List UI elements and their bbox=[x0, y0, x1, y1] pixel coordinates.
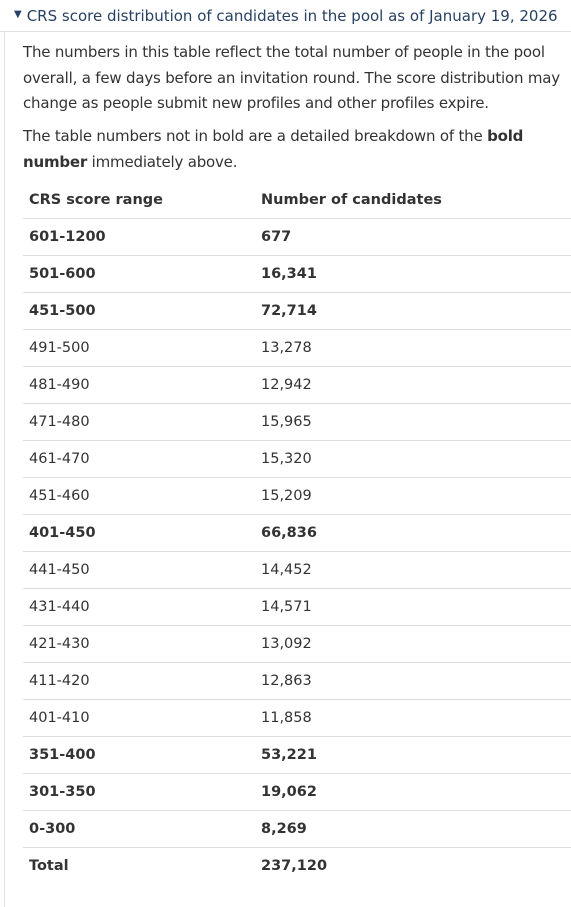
breakdown-note-bold: bold number bbox=[23, 127, 524, 171]
crs-distribution-table: CRS score range Number of candidates 601… bbox=[23, 182, 571, 884]
score-range-cell: 451-460 bbox=[23, 477, 255, 515]
column-header-candidates: Number of candidates bbox=[255, 182, 571, 219]
candidate-count-cell: 237,120 bbox=[261, 858, 328, 874]
score-range-cell: 481-490 bbox=[23, 366, 255, 404]
table-row: 441-450 14,452 bbox=[23, 551, 571, 589]
table-row: Total 237,120 bbox=[23, 848, 571, 885]
table-row: 0-300 8,269 bbox=[23, 810, 571, 848]
intro-paragraph: The numbers in this table reflect the to… bbox=[23, 43, 560, 112]
table-row: 471-480 15,965 bbox=[23, 403, 571, 441]
candidate-count-cell: 15,209 bbox=[255, 477, 571, 515]
details-panel: The numbers in this table reflect the to… bbox=[4, 32, 571, 907]
candidate-count-cell: 14,571 bbox=[255, 588, 571, 626]
breakdown-note-text: The table numbers not in bold are a deta… bbox=[23, 127, 488, 145]
score-range-cell: 601-1200 bbox=[23, 218, 255, 256]
candidate-count-cell: 72,714 bbox=[255, 292, 571, 330]
candidate-count-cell: 66,836 bbox=[255, 514, 571, 552]
candidate-count-cell: 19,062 bbox=[255, 773, 571, 811]
candidate-count-cell: 12,863 bbox=[255, 662, 571, 700]
table-row: 351-400 53,221 bbox=[23, 736, 571, 774]
candidate-count-cell: 15,965 bbox=[255, 403, 571, 441]
triangle-down-icon: ▼ bbox=[14, 9, 22, 20]
breakdown-note: The table numbers not in bold are a deta… bbox=[23, 124, 568, 175]
score-range-cell: 301-350 bbox=[23, 773, 255, 811]
table-row: 461-470 15,320 bbox=[23, 440, 571, 478]
score-range-cell: 461-470 bbox=[23, 440, 255, 478]
table-row: 301-350 19,062 bbox=[23, 773, 571, 811]
details-summary-text: CRS score distribution of candidates in … bbox=[26, 6, 558, 25]
table-row: 491-500 13,278 bbox=[23, 329, 571, 367]
table-body: 601-1200 677 501-600 16,341 451-500 72,714 491… bbox=[23, 218, 571, 885]
table-row: 451-460 15,209 bbox=[23, 477, 571, 515]
candidate-count-cell: 11,858 bbox=[255, 699, 571, 737]
column-header-score-range: CRS score range bbox=[23, 182, 255, 219]
candidate-count-cell: 16,341 bbox=[255, 255, 571, 293]
table-row: 401-410 11,858 bbox=[23, 699, 571, 737]
score-range-cell: 501-600 bbox=[23, 255, 255, 293]
table-row: 601-1200 677 bbox=[23, 218, 571, 256]
candidate-count-cell: 677 bbox=[255, 218, 571, 256]
score-range-cell: 441-450 bbox=[23, 551, 255, 589]
table-row: 401-450 66,836 bbox=[23, 514, 571, 552]
candidate-count-cell: 8,269 bbox=[255, 810, 571, 848]
table-row: 501-600 16,341 bbox=[23, 255, 571, 293]
candidate-count-cell: 53,221 bbox=[255, 736, 571, 774]
candidate-count-cell: 14,452 bbox=[255, 551, 571, 589]
candidate-count-cell: 12,942 bbox=[255, 366, 571, 404]
candidate-count-cell: 15,320 bbox=[255, 440, 571, 478]
score-range-cell: 351-400 bbox=[23, 736, 255, 774]
score-range-cell: 491-500 bbox=[23, 329, 255, 367]
table-row: 481-490 12,942 bbox=[23, 366, 571, 404]
table-row: 421-430 13,092 bbox=[23, 625, 571, 663]
score-range-cell: 451-500 bbox=[23, 292, 255, 330]
candidate-count-cell: 13,092 bbox=[255, 625, 571, 663]
table-row: 411-420 12,863 bbox=[23, 662, 571, 700]
table-header-row: CRS score range Number of candidates bbox=[23, 182, 571, 219]
score-range-cell: 411-420 bbox=[23, 662, 255, 700]
score-range-cell: 401-450 bbox=[23, 514, 255, 552]
table-row: 451-500 72,714 bbox=[23, 292, 571, 330]
score-range-cell: 421-430 bbox=[23, 625, 255, 663]
table-row: 431-440 14,571 bbox=[23, 588, 571, 626]
candidate-count-cell: 13,278 bbox=[255, 329, 571, 367]
score-range-cell: 471-480 bbox=[23, 403, 255, 441]
score-range-cell: 431-440 bbox=[23, 588, 255, 626]
score-range-cell: 0-300 bbox=[23, 810, 255, 848]
details-summary-toggle[interactable]: ▼ CRS score distribution of candidates i… bbox=[0, 0, 571, 32]
breakdown-note-tail: immediately above. bbox=[87, 152, 238, 171]
score-range-cell: Total bbox=[29, 858, 69, 874]
score-range-cell: 401-410 bbox=[23, 699, 255, 737]
